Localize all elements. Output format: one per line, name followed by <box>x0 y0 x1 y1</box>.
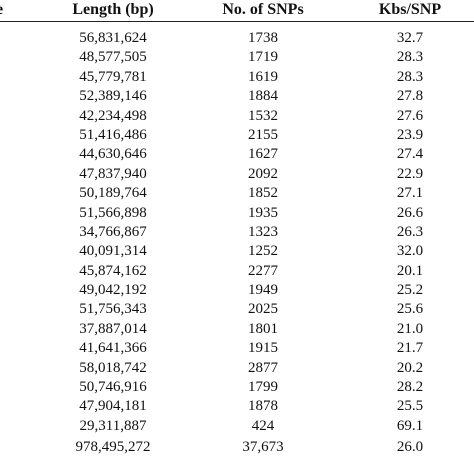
cell-snps: 1852 <box>248 185 278 202</box>
cell-kbs-per-snp: 27.4 <box>396 146 424 163</box>
table-row: 50,746,916 1799 28.2 <box>0 378 474 397</box>
cell-snps: 1884 <box>248 88 278 105</box>
cell-kbs-per-snp: 25.2 <box>396 282 424 299</box>
cell-length: 29,311,887 <box>79 417 147 434</box>
cell-snps: 1738 <box>248 30 278 46</box>
cell-length: 50,189,764 <box>79 185 147 202</box>
table-row: 45,779,781 1619 28.3 <box>0 68 474 87</box>
table-row: 41,641,366 1915 21.7 <box>0 339 474 358</box>
cell-length: 42,234,498 <box>79 107 147 124</box>
cell-length: 58,018,742 <box>79 359 147 376</box>
cell-kbs-per-snp: 20.1 <box>396 262 424 279</box>
cell-snps: 1878 <box>248 398 278 415</box>
total-snps: 37,673 <box>242 439 284 456</box>
table-row: 50,189,764 1852 27.1 <box>0 184 474 203</box>
cell-snps: 2025 <box>248 301 278 318</box>
total-row: 978,495,272 37,673 26.0 <box>0 438 474 457</box>
table-row: 44,630,646 1627 27.4 <box>0 145 474 164</box>
cell-length: 52,389,146 <box>79 88 147 105</box>
total-length: 978,495,272 <box>75 439 151 456</box>
cell-kbs-per-snp: 32.0 <box>396 243 424 260</box>
cell-length: 47,837,940 <box>79 165 147 182</box>
cell-kbs-per-snp: 26.3 <box>396 223 424 240</box>
table-row: 58,018,742 2877 20.2 <box>0 359 474 378</box>
table-row: 42,234,498 1532 27.6 <box>0 107 474 126</box>
cell-length: 40,091,314 <box>79 243 147 260</box>
cell-kbs-per-snp: 26.6 <box>396 204 424 221</box>
cell-length: 49,042,192 <box>79 282 147 299</box>
table-row: 51,566,898 1935 26.6 <box>0 204 474 223</box>
cell-snps: 1915 <box>248 340 278 357</box>
header-snps: No. of SNPs <box>222 1 304 18</box>
table-row: 45,874,162 2277 20.1 <box>0 262 474 281</box>
cell-length: 51,566,898 <box>79 204 147 221</box>
cell-kbs-per-snp: 25.5 <box>396 398 424 415</box>
cell-length: 51,756,343 <box>79 301 147 318</box>
table-row: 51,416,486 2155 23.9 <box>0 126 474 145</box>
cell-kbs-per-snp: 27.1 <box>396 185 424 202</box>
table-row: 48,577,505 1719 28.3 <box>0 48 474 67</box>
cell-kbs-per-snp: 21.7 <box>396 340 424 357</box>
header-rule <box>0 21 474 22</box>
cell-kbs-per-snp: 32.7 <box>396 30 424 46</box>
cell-snps: 2877 <box>248 359 278 376</box>
cell-length: 45,874,162 <box>79 262 147 279</box>
table-row: 49,042,192 1949 25.2 <box>0 281 474 300</box>
cell-kbs-per-snp: 25.6 <box>396 301 424 318</box>
cell-kbs-per-snp: 21.0 <box>396 320 424 337</box>
cell-snps: 1799 <box>248 379 278 396</box>
cell-snps: 2155 <box>248 126 278 143</box>
cell-snps: 1719 <box>248 49 278 66</box>
cell-snps: 2092 <box>248 165 278 182</box>
cell-snps: 2277 <box>248 262 278 279</box>
cell-kbs-per-snp: 22.9 <box>396 165 424 182</box>
cell-length: 37,887,014 <box>79 320 147 337</box>
table-row: 29,311,887 424 69.1 <box>0 417 474 436</box>
cell-length: 47,904,181 <box>79 398 147 415</box>
total-kbs-per-snp: 26.0 <box>396 439 424 456</box>
cell-snps: 1935 <box>248 204 278 221</box>
cell-snps: 1252 <box>248 243 278 260</box>
cell-kbs-per-snp: 27.6 <box>396 107 424 124</box>
cell-snps: 1949 <box>248 282 278 299</box>
cell-snps: 1532 <box>248 107 278 124</box>
cell-kbs-per-snp: 28.3 <box>396 68 424 85</box>
cell-kbs-per-snp: 28.3 <box>396 49 424 66</box>
table-row: 47,904,181 1878 25.5 <box>0 397 474 416</box>
cell-length: 51,416,486 <box>79 126 147 143</box>
table-row: 51,756,343 2025 25.6 <box>0 300 474 319</box>
cell-length: 45,779,781 <box>79 68 147 85</box>
cell-kbs-per-snp: 28.2 <box>396 379 424 396</box>
header-cut-off-label: e <box>0 0 3 20</box>
cell-kbs-per-snp: 23.9 <box>396 126 424 143</box>
table-row: 52,389,146 1884 27.8 <box>0 87 474 106</box>
cell-snps: 1801 <box>248 320 278 337</box>
cell-length: 50,746,916 <box>79 379 147 396</box>
table-row: 37,887,014 1801 21.0 <box>0 320 474 339</box>
cell-length: 34,766,867 <box>79 223 147 240</box>
cell-kbs-per-snp: 69.1 <box>396 417 424 434</box>
cell-length: 48,577,505 <box>79 49 147 66</box>
cell-snps: 1619 <box>248 68 278 85</box>
cell-kbs-per-snp: 27.8 <box>396 88 424 105</box>
cell-length: 41,641,366 <box>79 340 147 357</box>
cell-length: 56,831,624 <box>79 30 147 46</box>
table-row: 34,766,867 1323 26.3 <box>0 223 474 242</box>
header-length: Length (bp) <box>72 1 154 18</box>
table-row: 56,831,624 1738 32.7 <box>0 29 474 48</box>
table-body: 56,831,624 1738 32.7 48,577,505 1719 28.3 45,7… <box>0 29 474 458</box>
cell-snps: 1627 <box>248 146 278 163</box>
table-row: 47,837,940 2092 22.9 <box>0 165 474 184</box>
header-kbs-per-snp: Kbs/SNP <box>378 1 442 18</box>
table-header: e Length (bp) No. of SNPs Kbs/SNP <box>0 0 474 20</box>
table-row: 40,091,314 1252 32.0 <box>0 242 474 261</box>
cell-snps: 424 <box>251 417 275 434</box>
cell-kbs-per-snp: 20.2 <box>396 359 424 376</box>
cell-length: 44,630,646 <box>79 146 147 163</box>
cell-snps: 1323 <box>248 223 278 240</box>
